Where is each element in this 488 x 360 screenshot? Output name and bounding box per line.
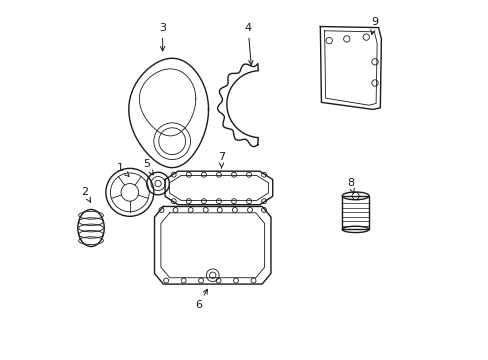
- Text: 9: 9: [370, 17, 378, 35]
- Text: 4: 4: [244, 23, 253, 65]
- Text: 3: 3: [159, 23, 166, 51]
- Bar: [342, 196, 368, 229]
- Text: 6: 6: [195, 289, 207, 310]
- Text: 7: 7: [218, 152, 224, 168]
- Text: 8: 8: [346, 178, 354, 193]
- Text: 5: 5: [142, 159, 153, 175]
- Text: 2: 2: [81, 187, 91, 203]
- Text: 1: 1: [117, 163, 129, 176]
